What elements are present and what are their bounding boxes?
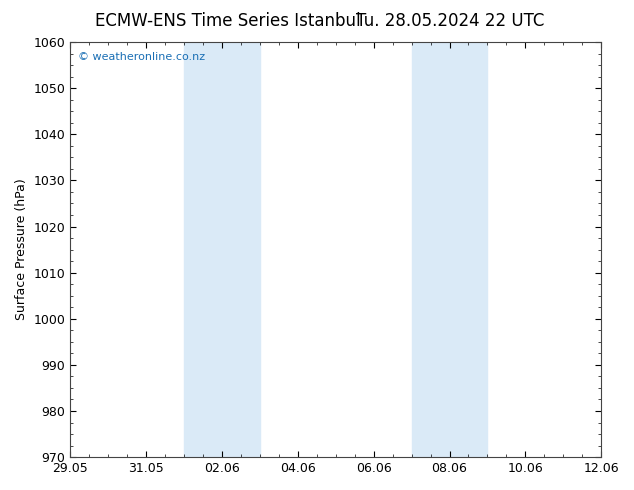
Text: © weatheronline.co.nz: © weatheronline.co.nz bbox=[78, 52, 205, 62]
Bar bbox=[184, 42, 260, 457]
Y-axis label: Surface Pressure (hPa): Surface Pressure (hPa) bbox=[15, 179, 28, 320]
Text: ECMW-ENS Time Series Istanbul: ECMW-ENS Time Series Istanbul bbox=[96, 12, 361, 30]
Text: Tu. 28.05.2024 22 UTC: Tu. 28.05.2024 22 UTC bbox=[356, 12, 545, 30]
Bar bbox=[411, 42, 488, 457]
